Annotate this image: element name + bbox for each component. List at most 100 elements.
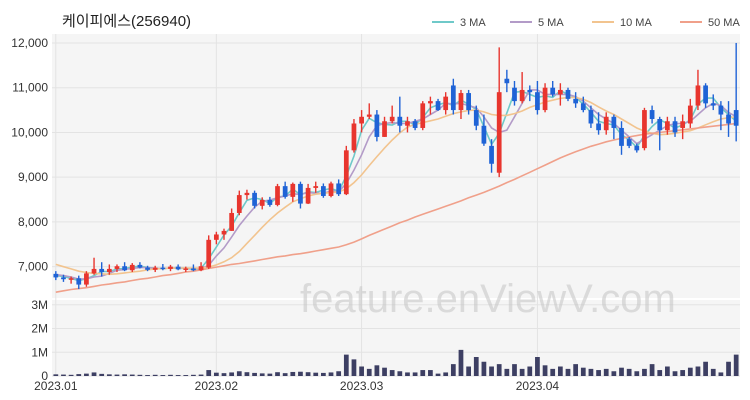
candle [99, 262, 105, 277]
candle-body [213, 234, 219, 240]
candle [145, 265, 150, 272]
price-tick-label: 11,000 [12, 81, 48, 95]
candle-body [305, 187, 311, 204]
candle-body [76, 278, 82, 285]
candle [642, 107, 647, 151]
volume-bar [588, 368, 594, 376]
candle [137, 262, 143, 269]
candle-body [244, 192, 250, 196]
candle [106, 264, 112, 275]
candle [535, 80, 540, 115]
candle-body [321, 186, 326, 196]
candle-body [168, 266, 173, 269]
volume-bar [642, 368, 647, 376]
candle-body [91, 268, 97, 274]
candle [221, 228, 227, 240]
candle [282, 181, 288, 199]
volume-bar [313, 372, 319, 376]
candle [634, 143, 640, 153]
candle-body [106, 268, 112, 273]
volume-bar [68, 374, 74, 376]
candle [435, 98, 441, 111]
volume-bar [53, 374, 59, 376]
candle [198, 262, 204, 272]
candle-body [382, 121, 387, 137]
candle [114, 264, 120, 273]
volume-bar [519, 368, 525, 376]
candle [351, 119, 357, 153]
candle [596, 112, 601, 135]
volume-bar [137, 374, 143, 376]
candle-body [473, 110, 479, 126]
candle [458, 89, 464, 120]
volume-bar [710, 368, 716, 376]
candle [527, 85, 533, 102]
x-tick-label: 2023.03 [340, 379, 384, 393]
volume-bar [703, 361, 708, 376]
volume-bar [733, 354, 739, 376]
volume-bar [99, 373, 105, 376]
candle-body [84, 273, 89, 285]
candle-body [282, 186, 288, 197]
candle-body [634, 145, 640, 151]
candle-body [152, 267, 158, 270]
volume-bar [229, 372, 235, 376]
candle [175, 264, 181, 271]
candle-body [61, 277, 66, 280]
candle [443, 92, 449, 115]
volume-bar [267, 373, 273, 376]
candle-body [374, 114, 380, 137]
volume-bar [122, 374, 127, 376]
candle-body [565, 89, 571, 99]
candle [687, 98, 693, 128]
candle [703, 83, 708, 108]
volume-bar [351, 359, 357, 376]
candle-body [405, 121, 410, 126]
volume-bar [603, 368, 609, 376]
volume-bar [366, 368, 372, 376]
candle [305, 183, 311, 205]
price-tick-label: 12,000 [11, 36, 48, 50]
candle-body [183, 268, 189, 270]
volume-panel [52, 300, 740, 376]
candle [366, 103, 372, 120]
candle [91, 257, 97, 275]
volume-bar [76, 374, 82, 376]
candle-body [389, 116, 395, 122]
candle-body [351, 123, 357, 151]
volume-bar [665, 366, 670, 376]
candle [359, 110, 364, 133]
volume-bar [619, 367, 624, 376]
candle-body [53, 273, 59, 278]
candle [542, 83, 548, 113]
candle-body [603, 116, 609, 131]
volume-bar [382, 367, 387, 376]
legend-label: 3 MA [460, 17, 486, 29]
volume-tick-label: 2M [31, 322, 48, 336]
candle-body [175, 266, 181, 270]
legend-label: 10 MA [620, 17, 652, 29]
volume-bar [557, 366, 563, 376]
candle [328, 181, 334, 198]
candle-body [580, 103, 586, 111]
candle [565, 87, 571, 102]
volume-bar [420, 370, 426, 376]
candle-body [542, 87, 548, 111]
volume-bar [512, 364, 517, 376]
candle [122, 262, 127, 272]
candle [183, 266, 189, 273]
volume-bar [61, 374, 66, 376]
chart-title: 케이피에스(256940) [62, 13, 191, 30]
candle [695, 69, 701, 111]
volume-bar [152, 374, 158, 376]
candle [481, 114, 487, 146]
candle-body [290, 183, 296, 197]
volume-tick-label: 3M [31, 298, 48, 312]
candle-body [420, 103, 426, 128]
volume-bar [168, 374, 173, 376]
candle [374, 110, 380, 142]
volume-bar [221, 373, 227, 376]
volume-bar [489, 366, 494, 376]
price-tick-label: 10,000 [11, 125, 48, 139]
candle [512, 80, 517, 106]
